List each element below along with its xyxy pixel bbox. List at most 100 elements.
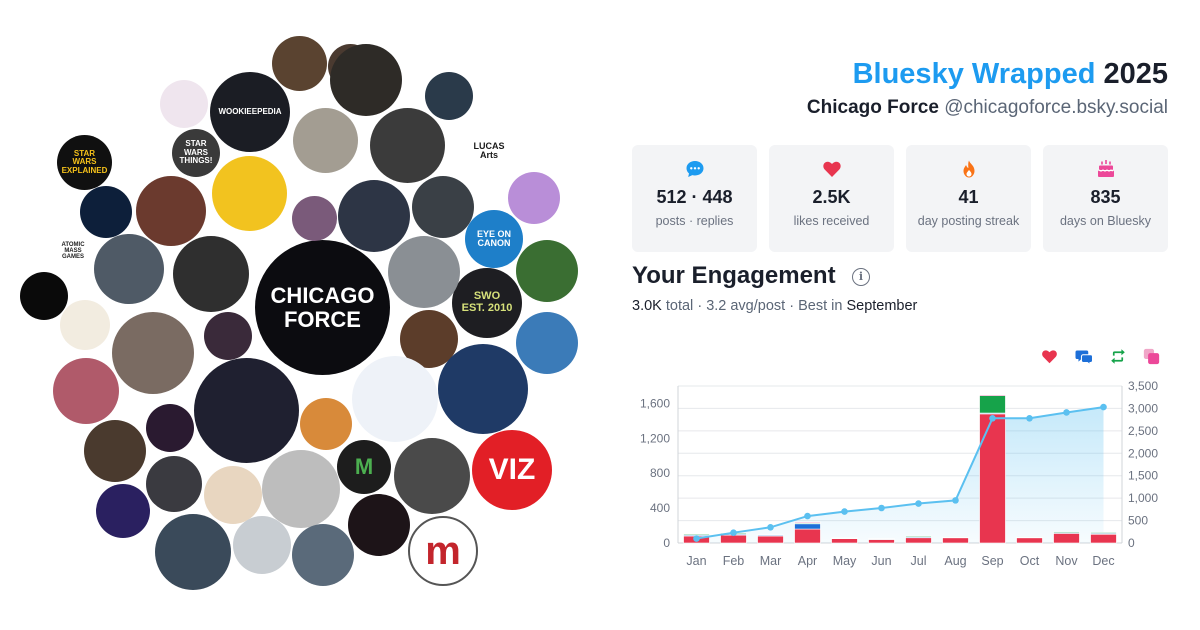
avatar <box>146 404 194 452</box>
y-right-tick-label: 3,500 <box>1128 380 1158 393</box>
avatar <box>438 344 528 434</box>
heart-icon <box>1041 350 1058 369</box>
stat-value: 2.5K <box>812 187 851 207</box>
avatar <box>212 156 287 231</box>
cumulative-point <box>804 512 811 520</box>
avatar <box>204 312 252 360</box>
avatar-label: SWO EST. 2010 <box>461 290 513 314</box>
bar-segment <box>868 538 895 540</box>
year-label: 2025 <box>1103 58 1168 90</box>
stat-value: 41 <box>958 187 979 207</box>
y-left-tick-label: 1,600 <box>640 396 670 410</box>
avatar <box>112 312 194 394</box>
cumulative-point <box>841 508 848 515</box>
engagement-total-label: total <box>665 298 694 314</box>
avatar-label: ATOMIC MASS GAMES <box>61 241 85 261</box>
cumulative-point <box>952 497 959 504</box>
cumulative-point <box>1063 409 1070 416</box>
avatar <box>155 514 231 590</box>
avatar <box>80 186 132 238</box>
avatar-star-wars-explained: STAR WARS EXPLAINED <box>57 135 112 190</box>
legend-replies-toggle[interactable] <box>1075 348 1094 370</box>
avatar-star-wars-things: STAR WARS THINGS! <box>172 129 220 177</box>
engagement-chart: 0 400 800 1,200 1,600 0 500 1,000 1,500 2,000 2,50… <box>640 380 1158 568</box>
bar-segment <box>979 394 1006 396</box>
x-tick-label: Nov <box>1055 554 1078 568</box>
stat-label: likes received <box>793 214 870 228</box>
bar-segment <box>794 521 821 524</box>
bar-segment <box>683 533 710 536</box>
avatar <box>233 516 291 574</box>
cumulative-point <box>878 504 885 512</box>
y-right-tick-label: 2,500 <box>1128 424 1158 438</box>
bar-segment <box>1090 533 1117 544</box>
engagement-total: 3.0K <box>632 298 662 314</box>
bar-segment <box>794 528 821 544</box>
heart-icon <box>769 159 894 181</box>
bar-segment <box>942 537 969 544</box>
avatar-swo: SWO EST. 2010 <box>452 268 522 338</box>
bar-segment <box>831 537 858 539</box>
account-line: Chicago Force @chicagoforce.bsky.social <box>807 97 1168 119</box>
engagement-title: Your Engagement <box>632 262 836 289</box>
info-icon[interactable]: i <box>852 268 870 286</box>
bar-segment <box>1090 532 1117 534</box>
avatar <box>262 450 340 528</box>
bar-segment <box>757 535 784 544</box>
avatar <box>412 176 474 238</box>
stat-label: posts · replies <box>655 214 734 228</box>
avatar <box>136 176 206 246</box>
avatar <box>84 420 146 482</box>
avatar <box>123 132 163 172</box>
header: Bluesky Wrapped 2025 Chicago Force @chic… <box>807 58 1168 119</box>
bar-segment <box>1016 537 1043 544</box>
display-name: Chicago Force <box>806 97 939 118</box>
avatar <box>194 358 299 463</box>
legend-reposts-toggle[interactable] <box>1109 348 1127 370</box>
avatar <box>272 36 327 91</box>
avatar <box>394 438 470 514</box>
avatar-label: WOOKIEEPEDIA <box>218 106 282 116</box>
y-right-tick-label: 2,000 <box>1128 446 1158 460</box>
x-tick-label: Sep <box>981 554 1003 568</box>
avatar <box>173 236 249 312</box>
avatar <box>146 456 202 512</box>
cake-icon <box>1043 159 1168 181</box>
engagement-best-month: September <box>846 298 918 314</box>
reply-icon <box>1075 350 1094 369</box>
stats-row: 512 · 448 posts · replies 2.5K likes rec… <box>632 145 1168 252</box>
engagement-avg: 3.2 avg/post <box>706 298 786 314</box>
stat-card-likes: 2.5K likes received <box>769 145 894 252</box>
avatar <box>60 300 110 350</box>
brand-title: Bluesky Wrapped <box>852 58 1096 90</box>
avatar <box>300 398 352 450</box>
x-tick-label: Feb <box>723 554 745 568</box>
cumulative-point <box>989 414 996 422</box>
cumulative-point <box>767 524 774 531</box>
bar-segment <box>1053 533 1080 544</box>
quote-icon <box>1143 348 1160 369</box>
avatar-label: LUCAS Arts <box>473 140 505 160</box>
y-right-tick-label: 500 <box>1128 514 1148 528</box>
legend-quotes-toggle[interactable] <box>1143 348 1160 370</box>
bar-segment <box>794 523 821 530</box>
bar-segment <box>1016 536 1043 538</box>
repost-icon <box>1109 349 1127 369</box>
y-right-tick-label: 0 <box>1128 536 1135 550</box>
stat-value: 835 <box>1090 187 1121 207</box>
avatar <box>348 494 410 556</box>
legend-likes-toggle[interactable] <box>1041 348 1058 370</box>
x-tick-label: Aug <box>944 554 966 568</box>
avatar-viz: VIZ <box>472 430 552 510</box>
avatar <box>96 484 150 538</box>
avatar-wookieepedia: WOOKIEEPEDIA <box>210 72 290 152</box>
avatar <box>338 180 410 252</box>
avatar-mt: M <box>337 440 391 494</box>
speech-bubble-icon <box>632 159 757 181</box>
x-tick-label: Jul <box>911 554 927 568</box>
cumulative-point <box>730 529 737 536</box>
avatar-label: m <box>425 529 461 573</box>
bar-segment <box>720 534 747 544</box>
x-tick-label: May <box>833 554 857 568</box>
y-right-tick-label: 1,500 <box>1128 469 1158 483</box>
